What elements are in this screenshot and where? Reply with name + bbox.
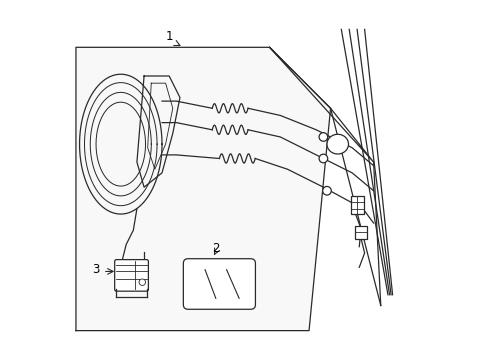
Circle shape bbox=[319, 154, 327, 163]
Circle shape bbox=[139, 279, 145, 285]
FancyBboxPatch shape bbox=[115, 260, 148, 291]
Text: 1: 1 bbox=[165, 30, 173, 43]
Ellipse shape bbox=[326, 134, 348, 154]
Text: 2: 2 bbox=[212, 242, 219, 255]
Circle shape bbox=[319, 133, 327, 141]
FancyBboxPatch shape bbox=[183, 259, 255, 309]
Circle shape bbox=[322, 186, 330, 195]
Text: 3: 3 bbox=[92, 263, 99, 276]
Bar bbox=[350, 196, 364, 215]
Bar bbox=[355, 226, 366, 239]
Polygon shape bbox=[76, 47, 330, 330]
